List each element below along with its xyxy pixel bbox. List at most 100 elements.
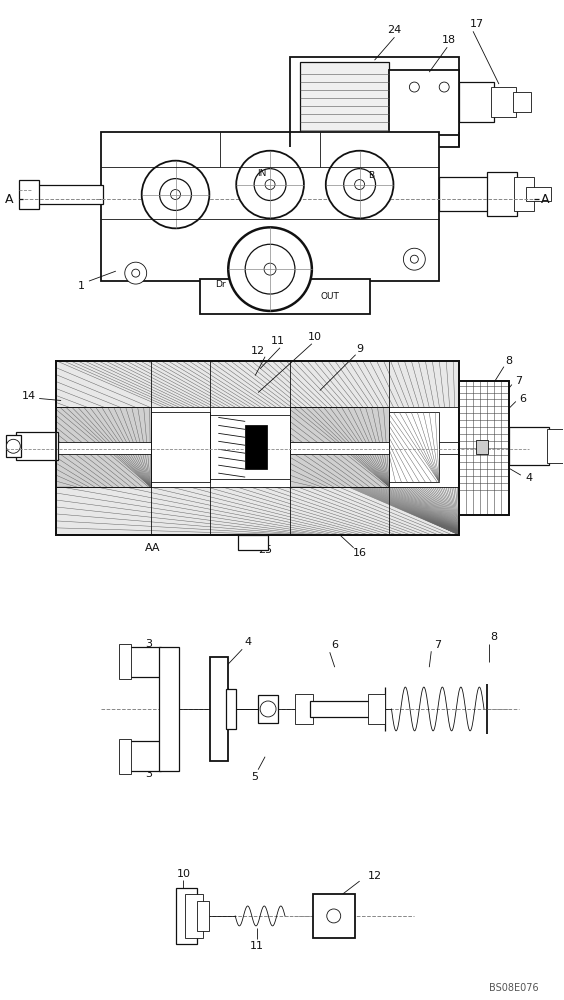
Text: 2: 2 (535, 430, 543, 440)
Text: OUT: OUT (320, 292, 339, 301)
Circle shape (228, 227, 312, 311)
Bar (491, 87, 516, 117)
Bar (313, 894, 355, 938)
Bar (56, 442, 459, 454)
Bar (16, 432, 58, 460)
Bar (210, 415, 290, 479)
Text: 8: 8 (505, 356, 513, 366)
Text: BS08E076: BS08E076 (489, 983, 539, 993)
Bar (151, 412, 210, 482)
Circle shape (411, 255, 418, 263)
Bar (459, 82, 494, 122)
Circle shape (125, 262, 147, 284)
Text: 18: 18 (442, 35, 456, 45)
Text: 17: 17 (470, 19, 484, 29)
Text: 4: 4 (245, 637, 252, 647)
Circle shape (326, 151, 394, 218)
Bar (129, 741, 161, 771)
Bar (300, 62, 390, 144)
Bar (101, 132, 439, 281)
Circle shape (170, 190, 180, 199)
Circle shape (409, 82, 419, 92)
Text: 8: 8 (490, 632, 497, 642)
Text: 6: 6 (519, 394, 526, 404)
Bar (295, 694, 313, 724)
Bar (487, 172, 517, 216)
Bar (56, 407, 459, 487)
Text: 7: 7 (434, 640, 441, 650)
Text: 25: 25 (258, 545, 272, 555)
Circle shape (160, 179, 191, 210)
Circle shape (355, 180, 364, 190)
Text: IN: IN (257, 169, 267, 178)
Circle shape (236, 151, 304, 218)
Bar (56, 407, 151, 487)
Circle shape (254, 169, 286, 200)
Text: 10: 10 (308, 332, 322, 342)
Text: 10: 10 (177, 869, 191, 879)
Text: 5: 5 (513, 450, 521, 460)
Bar (390, 412, 439, 482)
Bar (439, 177, 489, 211)
Bar (245, 425, 267, 469)
Text: 5: 5 (252, 772, 259, 782)
Text: 12: 12 (251, 346, 265, 356)
Text: 4: 4 (525, 473, 532, 483)
Bar (226, 689, 236, 729)
Bar (56, 361, 459, 535)
Bar (390, 70, 459, 135)
Bar (186, 894, 204, 938)
Text: A: A (541, 193, 549, 206)
Bar (210, 657, 228, 761)
Circle shape (265, 180, 275, 190)
Bar (56, 361, 459, 535)
Circle shape (439, 82, 449, 92)
Bar (119, 739, 131, 774)
Text: B: B (368, 171, 374, 180)
Text: A: A (5, 193, 14, 206)
Text: 16: 16 (352, 548, 367, 558)
Bar (19, 180, 39, 209)
Text: 3: 3 (145, 769, 152, 779)
Bar (258, 695, 278, 723)
Circle shape (264, 263, 276, 275)
Text: 1: 1 (77, 281, 85, 291)
Bar (129, 647, 161, 677)
Bar (238, 535, 268, 550)
Text: 12: 12 (368, 871, 382, 881)
Bar (476, 440, 488, 454)
Text: 3: 3 (145, 639, 152, 649)
Bar (290, 57, 459, 147)
Text: AA: AA (145, 543, 160, 553)
Bar (368, 694, 385, 724)
Circle shape (245, 244, 295, 294)
Bar (514, 177, 534, 211)
Bar (310, 701, 369, 717)
Bar (200, 279, 369, 314)
Text: 9: 9 (356, 344, 363, 354)
Bar (509, 427, 549, 465)
Text: 11: 11 (271, 336, 285, 346)
Bar (459, 381, 509, 515)
Bar (56, 361, 459, 535)
Text: Dr: Dr (215, 280, 226, 289)
Bar (31, 185, 103, 204)
Circle shape (6, 439, 20, 453)
Bar (290, 407, 390, 487)
Bar (459, 381, 509, 515)
Bar (526, 187, 550, 201)
Text: 11: 11 (250, 941, 264, 951)
Text: 14: 14 (22, 391, 36, 401)
Bar (119, 644, 131, 679)
Bar (547, 429, 564, 463)
Text: 24: 24 (387, 25, 402, 35)
Bar (513, 92, 531, 112)
Text: 7: 7 (515, 376, 522, 386)
Circle shape (343, 169, 376, 200)
Bar (6, 435, 21, 457)
Bar (158, 647, 179, 771)
Circle shape (403, 248, 425, 270)
Circle shape (142, 161, 209, 228)
Bar (197, 901, 209, 931)
Text: 6: 6 (331, 640, 338, 650)
